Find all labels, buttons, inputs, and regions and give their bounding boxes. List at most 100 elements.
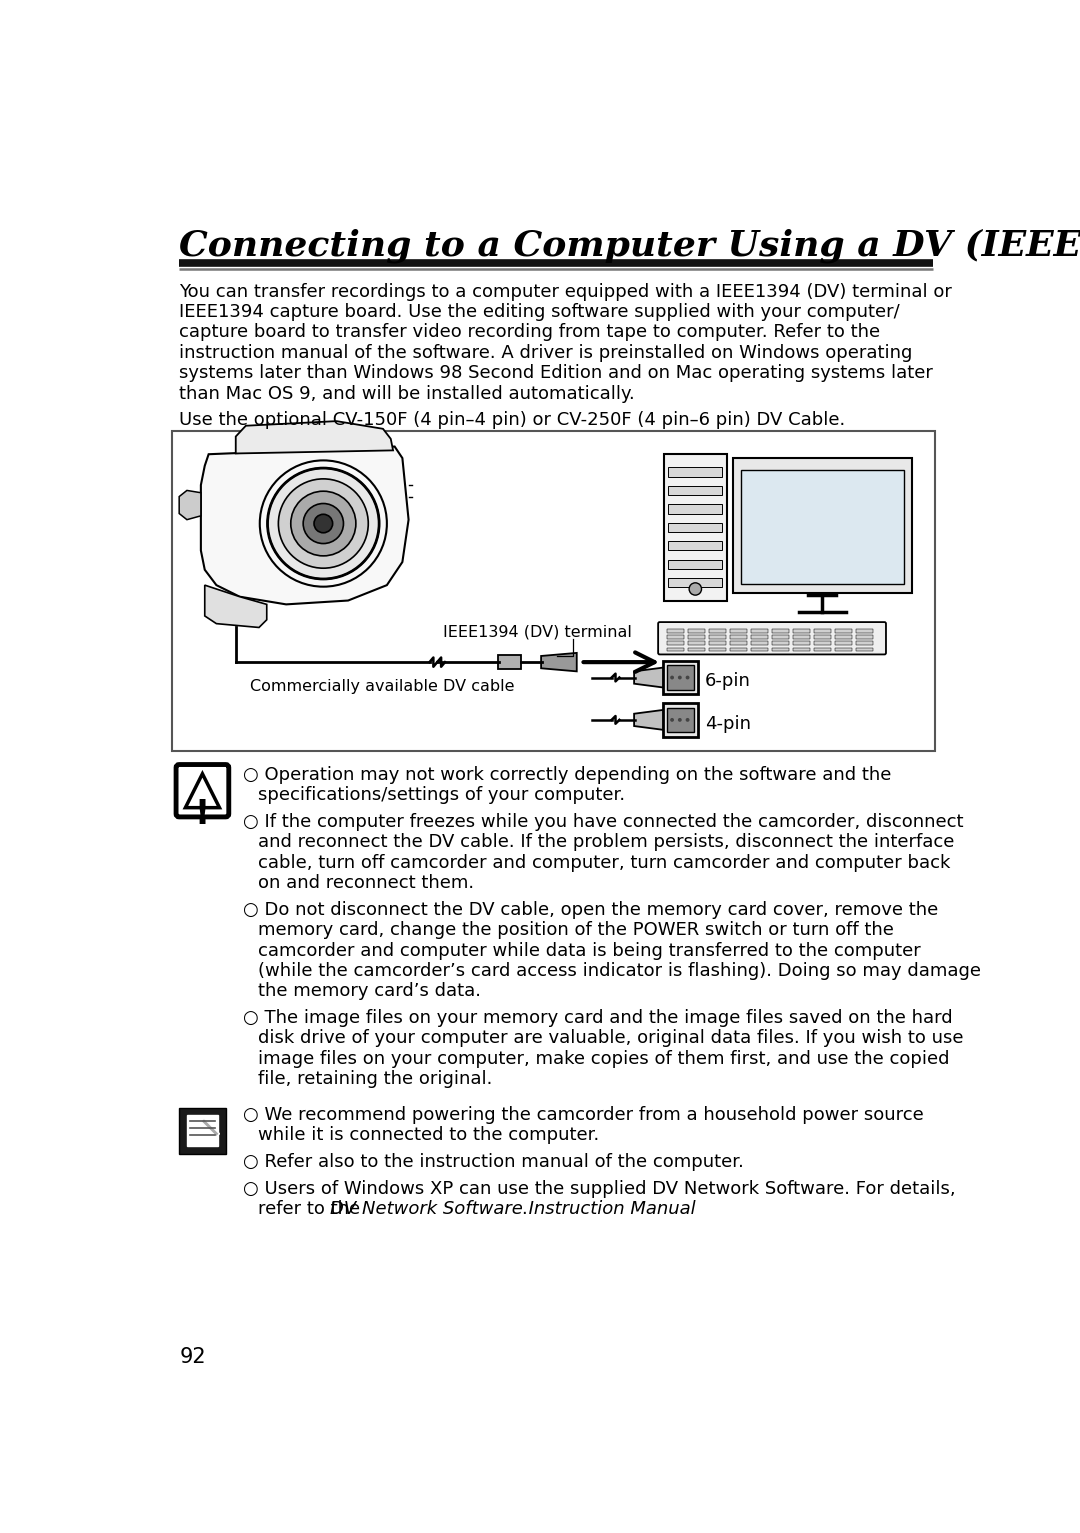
Text: disk drive of your computer are valuable, original data files. If you wish to us: disk drive of your computer are valuable… <box>258 1030 963 1047</box>
Text: ○ If the computer freezes while you have connected the camcorder, disconnect: ○ If the computer freezes while you have… <box>243 812 963 831</box>
Text: ○ The image files on your memory card and the image files saved on the hard: ○ The image files on your memory card an… <box>243 1009 953 1027</box>
Bar <box>793 635 810 639</box>
Bar <box>855 629 873 633</box>
Polygon shape <box>634 667 663 687</box>
Bar <box>669 578 723 587</box>
Bar <box>710 629 727 633</box>
Bar <box>835 641 852 645</box>
Text: You can transfer recordings to a computer equipped with a IEEE1394 (DV) terminal: You can transfer recordings to a compute… <box>179 282 953 300</box>
FancyBboxPatch shape <box>733 458 912 593</box>
Circle shape <box>678 717 681 722</box>
Text: capture board to transfer video recording from tape to computer. Refer to the: capture board to transfer video recordin… <box>179 323 880 342</box>
Text: file, retaining the original.: file, retaining the original. <box>258 1070 492 1088</box>
Bar <box>793 647 810 652</box>
Circle shape <box>678 676 681 679</box>
Text: refer to the: refer to the <box>258 1200 366 1219</box>
Bar <box>669 468 723 477</box>
FancyBboxPatch shape <box>179 1107 226 1154</box>
Bar <box>669 523 723 532</box>
Bar <box>751 641 768 645</box>
Bar <box>669 560 723 569</box>
Bar <box>730 635 747 639</box>
Text: ○ Operation may not work correctly depending on the software and the: ○ Operation may not work correctly depen… <box>243 766 891 783</box>
FancyBboxPatch shape <box>187 1116 218 1147</box>
FancyBboxPatch shape <box>176 765 229 817</box>
Bar <box>751 635 768 639</box>
Bar <box>793 629 810 633</box>
Text: Connecting to a Computer Using a DV (IEEE1394) Cable: Connecting to a Computer Using a DV (IEE… <box>179 228 1080 264</box>
Bar <box>855 641 873 645</box>
Text: ○ Do not disconnect the DV cable, open the memory card cover, remove the: ○ Do not disconnect the DV cable, open t… <box>243 901 937 918</box>
Bar <box>751 629 768 633</box>
Bar <box>688 647 705 652</box>
Bar <box>772 635 789 639</box>
Bar <box>666 708 693 733</box>
Bar <box>669 504 723 514</box>
Bar <box>666 665 693 690</box>
Polygon shape <box>205 586 267 627</box>
Circle shape <box>303 503 343 544</box>
Circle shape <box>689 583 702 595</box>
Circle shape <box>670 676 674 679</box>
Bar <box>814 641 831 645</box>
Text: the memory card’s data.: the memory card’s data. <box>258 983 482 1001</box>
Circle shape <box>686 676 689 679</box>
FancyBboxPatch shape <box>663 704 699 737</box>
Bar <box>669 541 723 550</box>
Text: and reconnect the DV cable. If the problem persists, disconnect the interface: and reconnect the DV cable. If the probl… <box>258 834 955 851</box>
FancyBboxPatch shape <box>663 661 699 694</box>
Text: .: . <box>522 1200 527 1219</box>
Text: ○ Refer also to the instruction manual of the computer.: ○ Refer also to the instruction manual o… <box>243 1153 744 1171</box>
Bar <box>814 635 831 639</box>
Bar <box>667 647 685 652</box>
Bar <box>667 641 685 645</box>
Circle shape <box>686 717 689 722</box>
Circle shape <box>314 514 333 533</box>
Text: DV Network Software Instruction Manual: DV Network Software Instruction Manual <box>329 1200 696 1219</box>
Polygon shape <box>179 491 201 520</box>
Bar <box>667 629 685 633</box>
Bar <box>688 629 705 633</box>
Polygon shape <box>186 774 219 808</box>
Polygon shape <box>541 653 577 671</box>
Bar <box>667 635 685 639</box>
Text: systems later than Windows 98 Second Edition and on Mac operating systems later: systems later than Windows 98 Second Edi… <box>179 365 933 382</box>
Text: instruction manual of the software. A driver is preinstalled on Windows operatin: instruction manual of the software. A dr… <box>179 343 913 362</box>
Bar <box>814 629 831 633</box>
Bar <box>710 647 727 652</box>
Bar <box>730 647 747 652</box>
Bar <box>688 635 705 639</box>
Bar <box>772 641 789 645</box>
Text: ○ Users of Windows XP can use the supplied DV Network Software. For details,: ○ Users of Windows XP can use the suppli… <box>243 1179 956 1197</box>
Bar <box>730 629 747 633</box>
Text: (while the camcorder’s card access indicator is flashing). Doing so may damage: (while the camcorder’s card access indic… <box>258 963 982 980</box>
Text: 6-pin: 6-pin <box>704 673 751 690</box>
Bar <box>669 486 723 495</box>
Polygon shape <box>201 446 408 604</box>
Polygon shape <box>235 422 393 454</box>
Text: image files on your computer, make copies of them first, and use the copied: image files on your computer, make copie… <box>258 1050 949 1069</box>
Text: Use the optional CV-150F (4 pin–4 pin) or CV-250F (4 pin–6 pin) DV Cable.: Use the optional CV-150F (4 pin–4 pin) o… <box>179 411 846 429</box>
Text: Commercially available DV cable: Commercially available DV cable <box>249 679 514 694</box>
Bar <box>855 647 873 652</box>
Bar <box>814 647 831 652</box>
Polygon shape <box>201 1119 219 1137</box>
FancyBboxPatch shape <box>663 454 727 601</box>
Bar <box>710 635 727 639</box>
Bar <box>772 629 789 633</box>
Circle shape <box>268 468 379 579</box>
Bar <box>751 647 768 652</box>
Bar <box>741 471 904 584</box>
Bar <box>793 641 810 645</box>
Text: cable, turn off camcorder and computer, turn camcorder and computer back: cable, turn off camcorder and computer, … <box>258 854 950 872</box>
Text: than Mac OS 9, and will be installed automatically.: than Mac OS 9, and will be installed aut… <box>179 385 635 403</box>
Text: ○ We recommend powering the camcorder from a household power source: ○ We recommend powering the camcorder fr… <box>243 1105 923 1124</box>
Text: 92: 92 <box>179 1346 206 1366</box>
Text: camcorder and computer while data is being transferred to the computer: camcorder and computer while data is bei… <box>258 941 921 960</box>
Polygon shape <box>634 710 663 730</box>
Text: memory card, change the position of the POWER switch or turn off the: memory card, change the position of the … <box>258 921 894 940</box>
Bar <box>835 629 852 633</box>
Bar <box>835 647 852 652</box>
Text: IEEE1394 (DV) terminal: IEEE1394 (DV) terminal <box>444 624 632 639</box>
Circle shape <box>670 717 674 722</box>
